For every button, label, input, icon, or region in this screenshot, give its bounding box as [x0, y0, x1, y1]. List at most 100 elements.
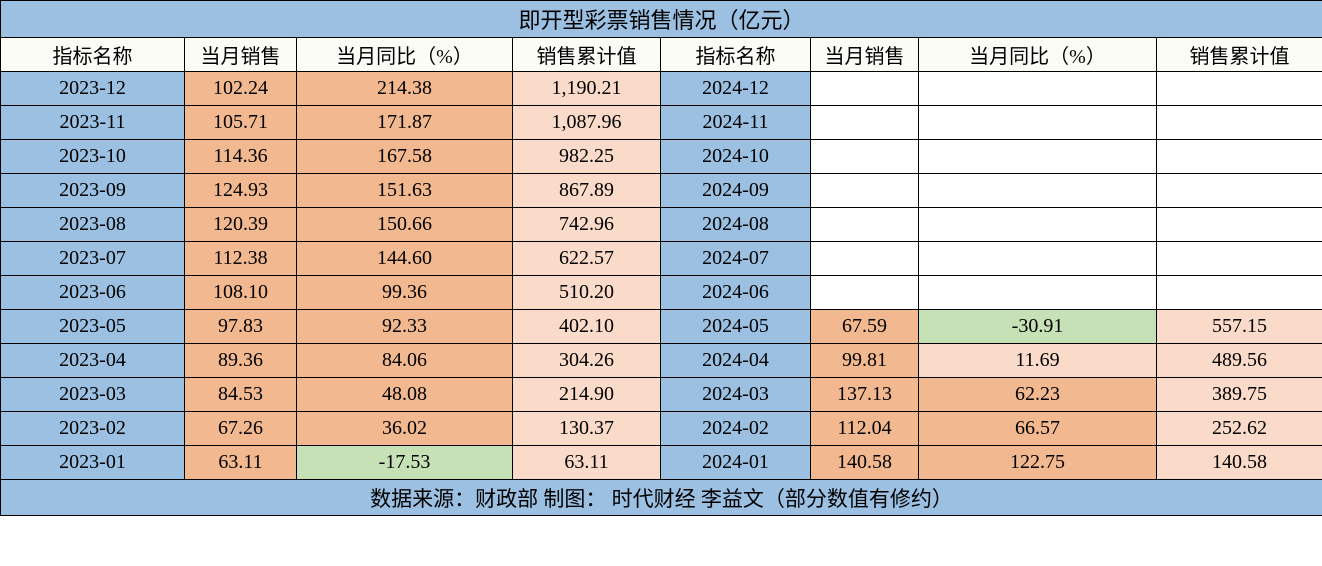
- cell-r-cum: [1157, 208, 1322, 242]
- cell-r-name: 2024-05: [661, 310, 811, 344]
- cell-r-sale: [811, 72, 919, 106]
- cell-l-name: 2023-05: [1, 310, 185, 344]
- table-row: 2023-06108.1099.36510.202024-06: [1, 276, 1322, 310]
- cell-l-cum: 402.10: [513, 310, 661, 344]
- cell-l-sale: 112.38: [185, 242, 297, 276]
- cell-r-sale: 137.13: [811, 378, 919, 412]
- cell-l-yoy: 92.33: [297, 310, 513, 344]
- cell-r-cum: [1157, 72, 1322, 106]
- cell-r-sale: 99.81: [811, 344, 919, 378]
- cell-l-yoy: 150.66: [297, 208, 513, 242]
- cell-r-cum: 489.56: [1157, 344, 1322, 378]
- cell-l-cum: 130.37: [513, 412, 661, 446]
- cell-l-yoy: -17.53: [297, 446, 513, 480]
- column-header: 当月销售: [185, 38, 297, 72]
- column-header: 销售累计值: [1157, 38, 1322, 72]
- cell-r-sale: [811, 106, 919, 140]
- cell-l-cum: 510.20: [513, 276, 661, 310]
- cell-r-sale: [811, 276, 919, 310]
- cell-r-yoy: [919, 208, 1157, 242]
- table-row: 2023-0384.5348.08214.902024-03137.1362.2…: [1, 378, 1322, 412]
- cell-r-name: 2024-12: [661, 72, 811, 106]
- cell-l-sale: 84.53: [185, 378, 297, 412]
- cell-l-yoy: 144.60: [297, 242, 513, 276]
- cell-r-yoy: [919, 106, 1157, 140]
- cell-r-yoy: 62.23: [919, 378, 1157, 412]
- cell-r-sale: 67.59: [811, 310, 919, 344]
- cell-r-yoy: 11.69: [919, 344, 1157, 378]
- cell-l-yoy: 84.06: [297, 344, 513, 378]
- cell-r-sale: [811, 140, 919, 174]
- cell-l-yoy: 167.58: [297, 140, 513, 174]
- cell-r-name: 2024-02: [661, 412, 811, 446]
- cell-l-yoy: 171.87: [297, 106, 513, 140]
- cell-l-yoy: 214.38: [297, 72, 513, 106]
- cell-r-name: 2024-08: [661, 208, 811, 242]
- cell-r-name: 2024-10: [661, 140, 811, 174]
- table-row: 2023-10114.36167.58982.252024-10: [1, 140, 1322, 174]
- cell-r-name: 2024-09: [661, 174, 811, 208]
- cell-l-cum: 1,087.96: [513, 106, 661, 140]
- cell-r-sale: 140.58: [811, 446, 919, 480]
- cell-l-name: 2023-08: [1, 208, 185, 242]
- cell-r-sale: [811, 242, 919, 276]
- cell-r-yoy: 122.75: [919, 446, 1157, 480]
- cell-l-cum: 622.57: [513, 242, 661, 276]
- cell-l-name: 2023-09: [1, 174, 185, 208]
- cell-l-cum: 304.26: [513, 344, 661, 378]
- cell-r-yoy: [919, 140, 1157, 174]
- cell-l-yoy: 99.36: [297, 276, 513, 310]
- cell-r-cum: [1157, 140, 1322, 174]
- cell-r-cum: [1157, 276, 1322, 310]
- cell-r-yoy: 66.57: [919, 412, 1157, 446]
- lottery-sales-table-container: 即开型彩票销售情况（亿元）指标名称当月销售当月同比（%）销售累计值指标名称当月销…: [0, 0, 1322, 516]
- cell-l-cum: 214.90: [513, 378, 661, 412]
- cell-r-name: 2024-04: [661, 344, 811, 378]
- cell-l-cum: 982.25: [513, 140, 661, 174]
- cell-l-name: 2023-06: [1, 276, 185, 310]
- column-header: 指标名称: [661, 38, 811, 72]
- cell-r-yoy: -30.91: [919, 310, 1157, 344]
- cell-l-sale: 102.24: [185, 72, 297, 106]
- cell-l-name: 2023-04: [1, 344, 185, 378]
- cell-r-cum: 140.58: [1157, 446, 1322, 480]
- cell-l-sale: 114.36: [185, 140, 297, 174]
- cell-r-yoy: [919, 242, 1157, 276]
- cell-l-sale: 97.83: [185, 310, 297, 344]
- cell-l-cum: 63.11: [513, 446, 661, 480]
- table-row: 2023-11105.71171.871,087.962024-11: [1, 106, 1322, 140]
- cell-r-cum: 252.62: [1157, 412, 1322, 446]
- table-row: 2023-0163.11-17.5363.112024-01140.58122.…: [1, 446, 1322, 480]
- cell-l-yoy: 36.02: [297, 412, 513, 446]
- table-footer: 数据来源：财政部 制图： 时代财经 李益文（部分数值有修约）: [1, 480, 1322, 516]
- cell-r-sale: 112.04: [811, 412, 919, 446]
- cell-l-name: 2023-03: [1, 378, 185, 412]
- cell-l-cum: 1,190.21: [513, 72, 661, 106]
- cell-r-cum: 557.15: [1157, 310, 1322, 344]
- cell-l-sale: 108.10: [185, 276, 297, 310]
- cell-l-sale: 63.11: [185, 446, 297, 480]
- cell-r-name: 2024-01: [661, 446, 811, 480]
- cell-l-name: 2023-01: [1, 446, 185, 480]
- cell-l-cum: 867.89: [513, 174, 661, 208]
- table-row: 2023-08120.39150.66742.962024-08: [1, 208, 1322, 242]
- cell-r-cum: 389.75: [1157, 378, 1322, 412]
- cell-l-sale: 89.36: [185, 344, 297, 378]
- table-row: 2023-07112.38144.60622.572024-07: [1, 242, 1322, 276]
- table-row: 2023-12102.24214.381,190.212024-12: [1, 72, 1322, 106]
- cell-l-sale: 120.39: [185, 208, 297, 242]
- table-row: 2023-0267.2636.02130.372024-02112.0466.5…: [1, 412, 1322, 446]
- cell-l-name: 2023-02: [1, 412, 185, 446]
- cell-r-yoy: [919, 72, 1157, 106]
- cell-r-name: 2024-06: [661, 276, 811, 310]
- table-title: 即开型彩票销售情况（亿元）: [1, 1, 1322, 38]
- cell-l-name: 2023-12: [1, 72, 185, 106]
- cell-l-name: 2023-07: [1, 242, 185, 276]
- column-header: 当月同比（%）: [919, 38, 1157, 72]
- cell-l-yoy: 151.63: [297, 174, 513, 208]
- table-header-row: 指标名称当月销售当月同比（%）销售累计值指标名称当月销售当月同比（%）销售累计值: [1, 38, 1322, 72]
- cell-r-cum: [1157, 106, 1322, 140]
- cell-l-sale: 67.26: [185, 412, 297, 446]
- table-row: 2023-09124.93151.63867.892024-09: [1, 174, 1322, 208]
- cell-r-sale: [811, 208, 919, 242]
